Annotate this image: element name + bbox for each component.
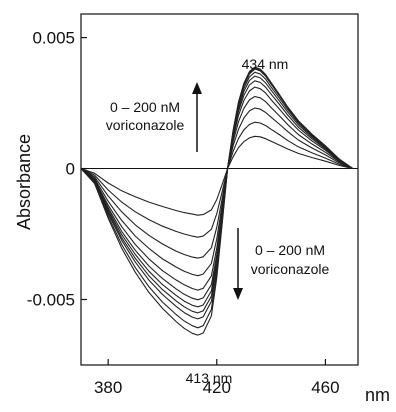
y-tick-label: 0 [66,160,75,179]
y-tick-label: 0.005 [32,29,75,48]
up-annotation-line1: 0 – 200 nM [110,99,180,115]
y-axis-title: Absorbance [14,134,34,230]
trough-label: 413 nm [186,370,233,386]
up-annotation-line2: voriconazole [106,117,185,133]
x-tick-label: 380 [94,378,122,397]
x-axis-title: nm [365,385,390,405]
down-arrow [233,228,243,300]
plot-frame [80,13,359,366]
up-arrow [192,82,202,152]
series-group [80,66,353,336]
peak-label: 434 nm [242,56,289,72]
ticks-group: 380 420 460 0.005 0 -0.005 [27,29,340,397]
down-annotation-line1: 0 – 200 nM [255,242,325,258]
y-tick-label: -0.005 [27,291,75,310]
x-tick-label: 460 [311,378,339,397]
down-annotation-line2: voriconazole [251,261,330,277]
x-tick-label: 420 [203,378,231,397]
series-line-11 [80,66,353,336]
